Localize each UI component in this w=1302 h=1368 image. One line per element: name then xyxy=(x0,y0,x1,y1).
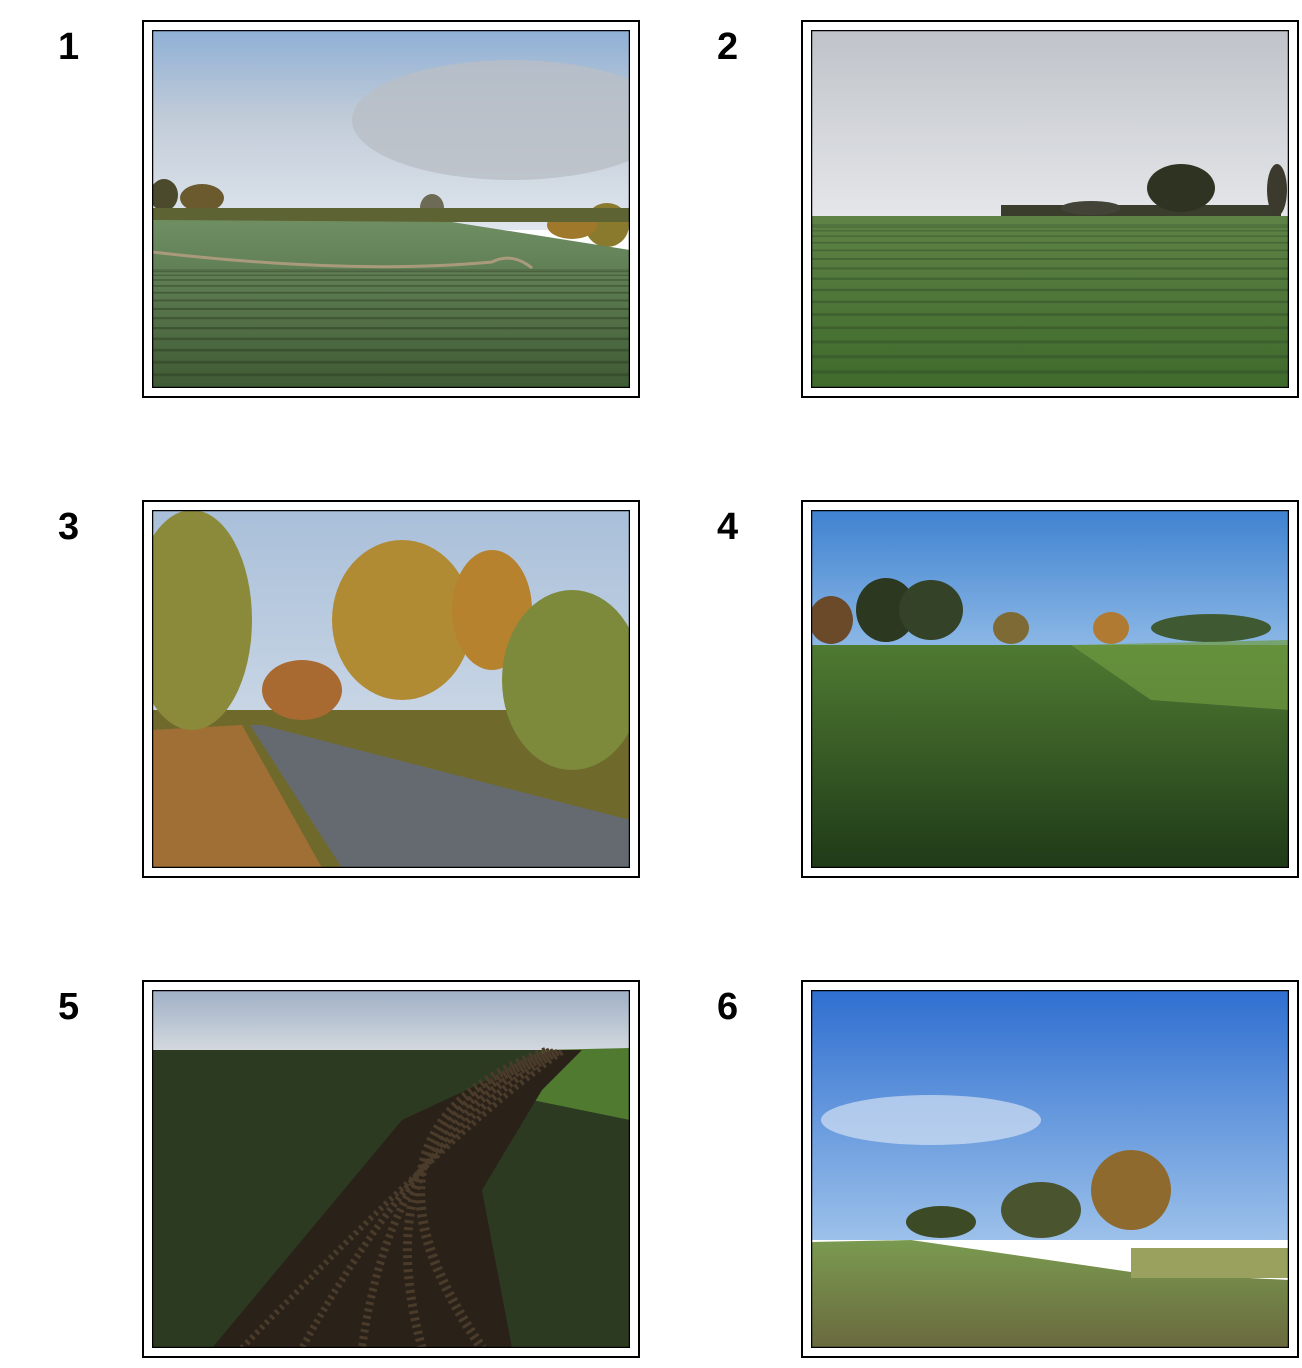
hedge xyxy=(1001,205,1281,217)
tree-crown xyxy=(1091,1150,1171,1230)
tree-crown xyxy=(332,540,472,700)
photo-frame xyxy=(801,20,1299,398)
photo-frame xyxy=(801,500,1299,878)
sky xyxy=(811,30,1289,220)
hedge xyxy=(152,208,630,222)
photo-number: 2 xyxy=(717,28,738,66)
photo xyxy=(152,510,630,868)
cloud xyxy=(821,1095,1041,1145)
photo-number: 6 xyxy=(717,988,738,1026)
tree-crown xyxy=(180,184,224,212)
photo xyxy=(152,990,630,1348)
tree-crown xyxy=(906,1206,976,1238)
tree-crown xyxy=(1147,164,1215,212)
photo-frame xyxy=(142,20,640,398)
tree-crown xyxy=(1151,614,1271,642)
tree-crown xyxy=(993,612,1029,644)
tree-crown xyxy=(811,596,853,644)
tree-crown xyxy=(1061,201,1121,215)
body: 123456 {"photos": [{"label": "1"}, {"lab… xyxy=(0,0,1302,1368)
photo-frame xyxy=(142,980,640,1358)
tree-crown xyxy=(262,660,342,720)
photo-number: 5 xyxy=(58,988,79,1026)
page: Photo grid html, body { margin: 0; paddi… xyxy=(0,0,1302,1368)
sky xyxy=(152,990,630,1052)
photo xyxy=(811,990,1289,1348)
photo xyxy=(811,510,1289,868)
photo xyxy=(152,30,630,388)
tree-crown xyxy=(899,580,963,640)
photo xyxy=(811,30,1289,388)
photo-sheet: 1 2 3 4 5 6 xyxy=(0,0,1302,1368)
tree-crown xyxy=(1093,612,1129,644)
photo-number: 1 xyxy=(58,28,79,66)
tree-crown xyxy=(1001,1182,1081,1238)
photo-number: 3 xyxy=(58,508,79,546)
tree-crown xyxy=(1267,164,1287,216)
photo-frame xyxy=(801,980,1299,1358)
photo-frame xyxy=(142,500,640,878)
far-field xyxy=(1131,1248,1289,1278)
photo-number: 4 xyxy=(717,508,738,546)
